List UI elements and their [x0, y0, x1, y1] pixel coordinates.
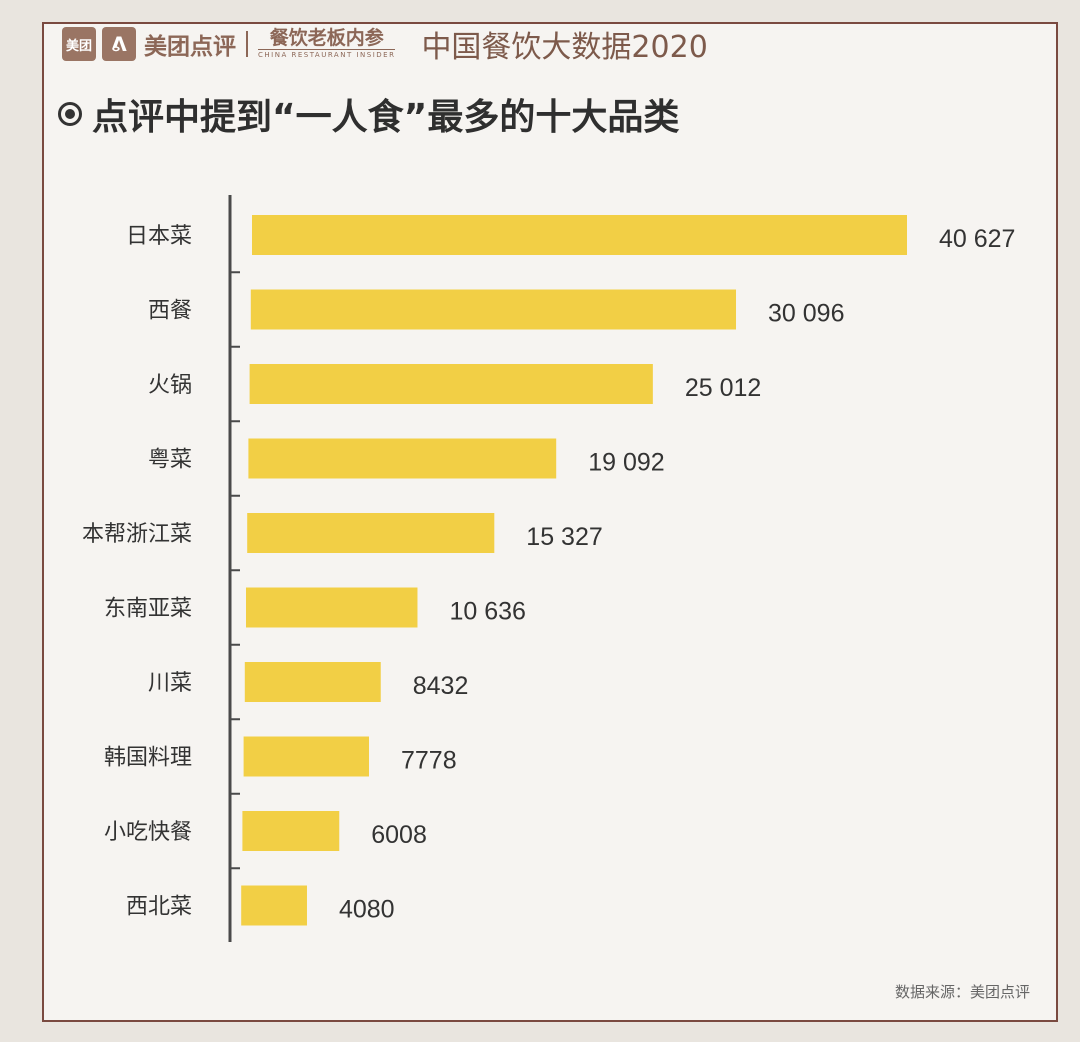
- value-label: 4080: [339, 896, 395, 924]
- bar: [252, 215, 907, 255]
- category-label: 东南亚菜: [104, 597, 192, 622]
- value-label: 7778: [401, 747, 457, 775]
- value-label: 19 092: [588, 449, 664, 477]
- value-label: 30 096: [768, 300, 844, 328]
- category-label: 西北菜: [126, 895, 192, 920]
- partner-brand-en: CHINA RESTAURANT INSIDER: [258, 49, 396, 59]
- category-label: 西餐: [148, 299, 192, 324]
- bar: [246, 587, 418, 628]
- value-label: 8432: [413, 672, 469, 700]
- report-title: 中国餐饮大数据2020: [421, 30, 708, 65]
- category-label: 小吃快餐: [104, 820, 192, 845]
- chart-title-row: 点评中提到“一人食”最多的十大品类: [58, 88, 679, 140]
- bar: [249, 364, 653, 404]
- bar: [242, 811, 340, 851]
- data-source: 数据来源：美团点评: [894, 983, 1030, 1001]
- value-label: 6008: [371, 821, 427, 849]
- bar: [243, 736, 369, 777]
- target-icon: [58, 102, 82, 126]
- value-label: 10 636: [449, 598, 525, 626]
- category-label: 日本菜: [126, 224, 192, 249]
- category-label: 川菜: [148, 671, 192, 696]
- category-label: 粤菜: [148, 448, 192, 473]
- chart-title: 点评中提到“一人食”最多的十大品类: [92, 97, 680, 138]
- bar: [247, 513, 495, 553]
- brand-name: 美团点评: [144, 34, 236, 60]
- bar: [244, 662, 381, 702]
- partner-brand: 餐饮老板内参 CHINA RESTAURANT INSIDER: [258, 27, 396, 60]
- bar: [241, 885, 307, 926]
- chart-frame: [42, 22, 1058, 1022]
- value-label: 40 627: [939, 225, 1015, 253]
- bar: [250, 289, 737, 330]
- value-label: 25 012: [685, 374, 761, 402]
- brand-divider: [246, 31, 248, 57]
- value-label: 15 327: [526, 523, 602, 551]
- category-label: 韩国料理: [104, 746, 192, 771]
- dianping-logo-icon: ᕕ: [102, 27, 136, 61]
- category-label: 本帮浙江菜: [82, 522, 192, 547]
- bar: [248, 438, 557, 479]
- partner-brand-cn: 餐饮老板内参: [269, 27, 384, 49]
- header: 美团 ᕕ 美团点评 餐饮老板内参 CHINA RESTAURANT INSIDE…: [62, 24, 708, 65]
- meituan-logo: 美团: [62, 27, 96, 61]
- category-label: 火锅: [148, 373, 192, 398]
